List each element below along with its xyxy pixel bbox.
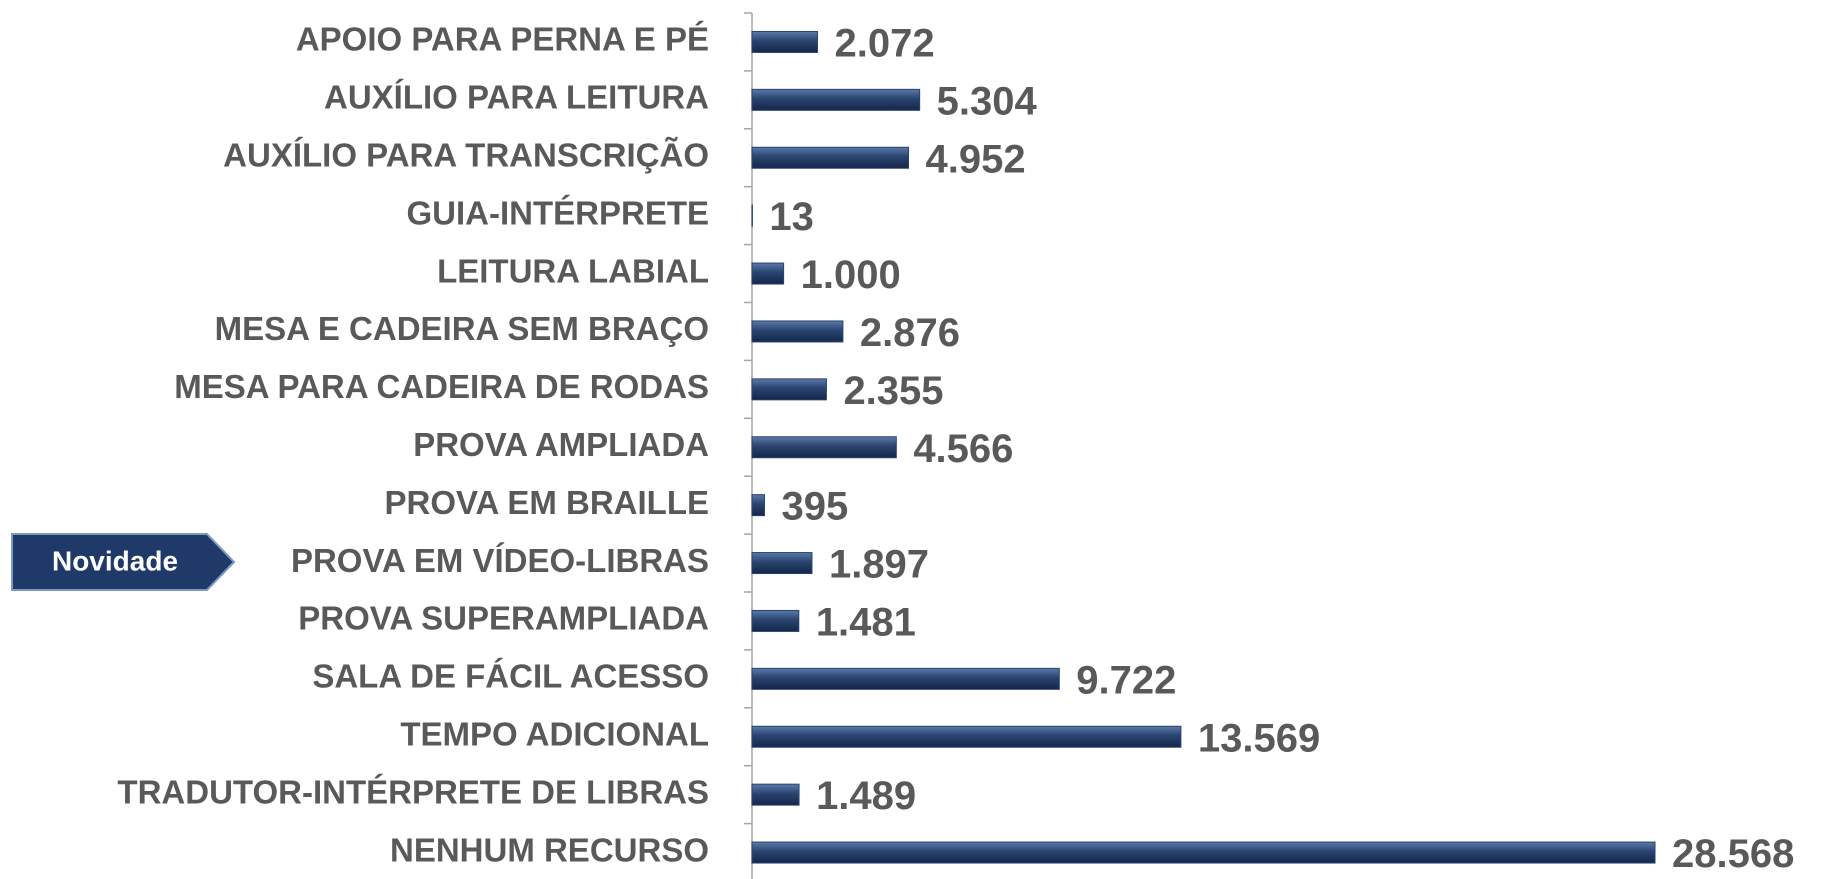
bar <box>751 494 765 517</box>
category-label: LEITURA LABIAL <box>437 252 709 289</box>
bar <box>751 30 818 53</box>
value-label: 1.489 <box>816 774 916 818</box>
value-label: 13 <box>769 195 814 239</box>
category-label: PROVA SUPERAMPLIADA <box>298 600 709 637</box>
badge-shape <box>11 533 236 591</box>
category-label: SALA DE FÁCIL ACESSO <box>312 658 709 695</box>
category-label: MESA E CADEIRA SEM BRAÇO <box>215 310 709 347</box>
value-label: 1.000 <box>801 253 901 297</box>
bar <box>751 88 921 111</box>
bar <box>751 262 785 285</box>
category-label: PROVA EM BRAILLE <box>384 484 709 521</box>
category-label: TEMPO ADICIONAL <box>400 715 709 752</box>
value-label: 4.566 <box>913 427 1013 471</box>
value-label: 28.568 <box>1672 832 1794 876</box>
bar <box>751 667 1060 690</box>
value-label: 13.569 <box>1198 716 1320 760</box>
category-label: PROVA AMPLIADA <box>413 426 709 463</box>
bar <box>751 783 800 806</box>
category-label: MESA PARA CADEIRA DE RODAS <box>174 368 709 405</box>
bar <box>751 841 1656 864</box>
bar <box>751 609 800 632</box>
value-label: 2.072 <box>834 22 934 66</box>
bar <box>751 552 813 575</box>
value-label: 1.897 <box>829 543 929 587</box>
value-label: 2.355 <box>843 369 943 413</box>
novidade-badge: Novidade <box>11 533 236 591</box>
value-label: 2.876 <box>860 311 960 355</box>
category-label: NENHUM RECURSO <box>390 831 709 868</box>
bar <box>751 146 910 169</box>
value-label: 1.481 <box>816 601 916 645</box>
value-label: 5.304 <box>937 79 1038 123</box>
bar <box>751 378 827 401</box>
bar <box>751 725 1182 748</box>
value-label: 4.952 <box>926 137 1026 181</box>
value-label: 9.722 <box>1076 658 1176 702</box>
category-label: APOIO PARA PERNA E PÉ <box>296 21 709 58</box>
value-label: 395 <box>781 485 848 529</box>
bar <box>751 436 897 459</box>
category-label: AUXÍLIO PARA TRANSCRIÇÃO <box>223 136 709 173</box>
bar <box>751 320 844 343</box>
badge-label: Novidade <box>52 545 178 576</box>
category-label: PROVA EM VÍDEO-LIBRAS <box>291 542 709 579</box>
category-label: AUXÍLIO PARA LEITURA <box>324 79 709 116</box>
category-label: GUIA-INTÉRPRETE <box>406 194 709 231</box>
category-label: TRADUTOR-INTÉRPRETE DE LIBRAS <box>117 773 709 810</box>
